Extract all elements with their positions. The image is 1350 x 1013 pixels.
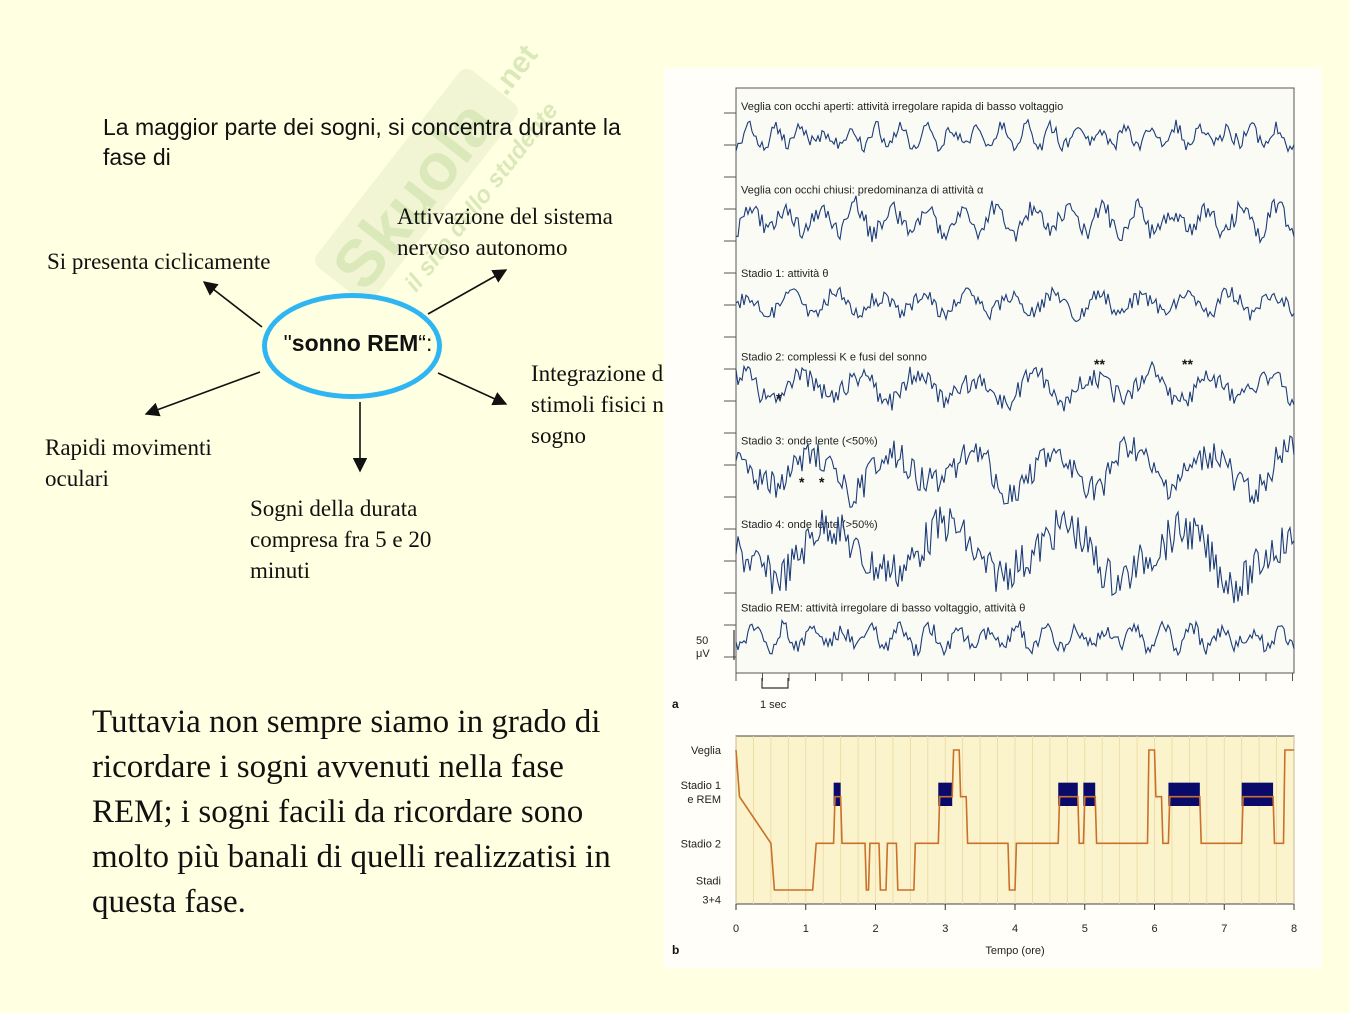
trace-title-3: Stadio 1: attività θ	[741, 268, 828, 280]
center-label-main: sonno REM	[291, 330, 419, 356]
panel-b-x-tick-label: 3	[942, 923, 948, 935]
watermark-logo: Skuola .net il sito dello studente	[315, 39, 564, 302]
intro-text: La maggior parte dei sogni, si concentra…	[103, 114, 621, 170]
panel-b-xlabel: Tempo (ore)	[985, 945, 1044, 957]
panel-b-x-tick-label: 7	[1221, 923, 1227, 935]
trace-marker: *	[819, 474, 825, 490]
trace-title-1: Veglia con occhi aperti: attività irrego…	[741, 101, 1063, 113]
panel-b-y-label: 3+4	[702, 894, 721, 906]
node-cyclic: Si presenta ciclicamente	[47, 249, 271, 274]
panel-b-x-tick-label: 5	[1082, 923, 1088, 935]
arrow-eye-movements	[144, 371, 261, 417]
rem-period-6	[1241, 782, 1274, 806]
eeg-trace-3	[735, 286, 1295, 323]
rem-period-1	[833, 782, 841, 806]
eeg-figure: Veglia con occhi aperti: attività irrego…	[664, 68, 1322, 968]
note-text: Tuttavia non sempre siamo in grado di ri…	[92, 704, 611, 920]
eeg-figure-svg: Veglia con occhi aperti: attività irrego…	[672, 87, 1297, 957]
time-scale-label: 1 sec	[760, 699, 787, 711]
arrow-integration	[437, 372, 508, 406]
eeg-trace-6	[735, 506, 1295, 604]
trace-marker: *	[776, 390, 782, 406]
rem-period-4	[1083, 782, 1096, 806]
trace-title-7: Stadio REM: attività irregolare di basso…	[741, 602, 1025, 614]
panel-b-x-tick-label: 6	[1151, 923, 1157, 935]
rem-period-2	[938, 782, 953, 806]
rem-period-5	[1168, 782, 1200, 806]
eeg-trace-7	[735, 618, 1295, 658]
panel-b-y-label: Stadi	[696, 876, 721, 888]
panel-b-x-tick-label: 8	[1291, 923, 1297, 935]
center-label-suffix: “:	[418, 330, 433, 356]
node-autonomic: Attivazione del sistema nervoso autonomo	[397, 204, 613, 260]
trace-marker: *	[799, 474, 805, 490]
panel-a-label: a	[672, 697, 679, 711]
eeg-trace-1	[735, 118, 1295, 154]
rem-period-3	[1058, 782, 1078, 806]
panel-b-x-tick-label: 0	[733, 923, 739, 935]
eeg-trace-5	[735, 435, 1295, 508]
arrow-autonomic	[427, 269, 508, 315]
node-eye-movements: Rapidi movimenti oculari	[45, 435, 212, 491]
hypnogram-line	[735, 749, 1294, 891]
panel-b-y-label: Stadio 1	[681, 780, 721, 792]
eeg-trace-4	[735, 360, 1295, 412]
voltage-scale-line1: 50	[696, 635, 708, 647]
panel-b-y-label: Stadio 2	[681, 838, 721, 850]
arrow-cyclic	[202, 281, 263, 328]
trace-title-5: Stadio 3: onde lente (<50%)	[741, 435, 878, 447]
eeg-trace-2	[735, 195, 1295, 245]
panel-b-x-tick-label: 2	[872, 923, 878, 935]
trace-marker: **	[1182, 356, 1193, 372]
center-label: "sonno REM“:	[262, 330, 454, 357]
mind-map-arrows	[144, 269, 508, 473]
panel-b-label: b	[672, 943, 679, 957]
time-scale-bar	[761, 678, 789, 689]
node-integration: Integrazione di stimoli fisici nel sogno	[531, 361, 681, 448]
trace-marker: **	[1094, 356, 1105, 372]
node-duration: Sogni della durata compresa fra 5 e 20 m…	[250, 496, 432, 583]
panel-b-x-tick-label: 1	[803, 923, 809, 935]
panel-b-x-tick-label: 4	[1012, 923, 1018, 935]
trace-title-2: Veglia con occhi chiusi: predominanza di…	[741, 185, 984, 197]
center-label-prefix: "	[283, 330, 292, 356]
panel-b-y-label: e REM	[687, 794, 721, 806]
panel-b-y-label: Veglia	[691, 745, 722, 757]
voltage-scale-line2: μV	[696, 648, 710, 660]
trace-title-4: Stadio 2: complessi K e fusi del sonno	[741, 352, 927, 364]
trace-title-6: Stadio 4: onde lente (>50%)	[741, 519, 878, 531]
center-ellipse	[262, 293, 442, 399]
